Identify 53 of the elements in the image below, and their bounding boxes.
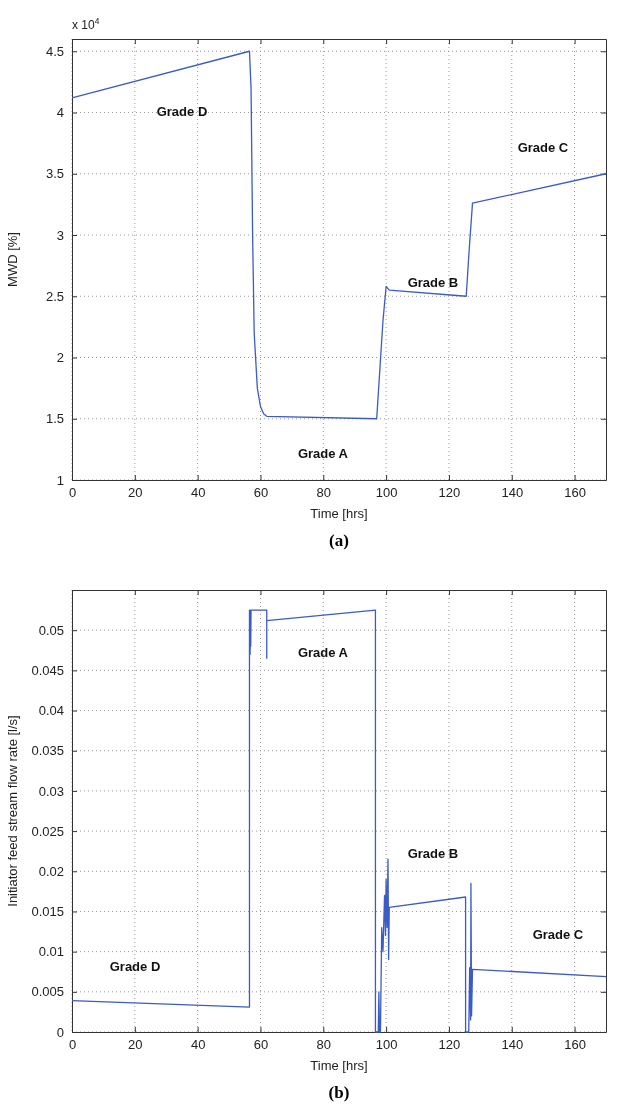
y-tick-label: 0.05 [38,622,64,638]
text: x 10$^{4}$ [72,16,100,32]
annotation: Grade D [156,104,208,120]
x-tick-label: 0 [68,485,77,501]
x-tick-label: 120 [438,1037,461,1053]
x-tick-label: 40 [190,485,206,501]
x-tick-label: 60 [253,485,269,501]
y-tick-label: 4 [56,105,64,121]
x-tick-label: 20 [128,485,143,501]
x-axis-title: Time [hrs] [310,1058,368,1073]
x-tick-label: 40 [190,1037,206,1053]
x-tick-label: 100 [375,1037,398,1053]
y-axis-title: Initiator feed stream flow rate [l/s] [5,715,21,907]
y-tick-label: 1.5 [45,411,64,427]
x-tick-label: 120 [438,485,461,501]
x-tick-label: 160 [564,485,586,501]
y-tick-label: 0.04 [38,703,64,719]
x-tick-label: 100 [375,485,398,501]
y-tick-label: 0 [56,1024,64,1040]
x-tick-label: 140 [501,1037,524,1053]
y-tick-label: 0.02 [38,863,64,879]
text: (b) [328,1083,350,1102]
annotation: Grade A [297,645,349,661]
x-tick-label: 160 [564,1037,586,1053]
y-tick-label: 0.045 [31,663,64,679]
x-tick-label: 20 [128,1037,143,1053]
y-tick-label: 0.015 [31,904,64,920]
x-tick-label: 0 [68,1037,77,1053]
annotation: Grade B [407,275,459,291]
annotation: Grade C [532,927,584,943]
y-tick-label: 0.005 [31,984,64,1000]
y-tick-label: 0.035 [31,743,64,759]
x-axis-title: Time [hrs] [310,506,368,521]
x-tick-label: 80 [316,485,332,501]
y-tick-label: 2 [56,350,64,366]
x-tick-label: 140 [501,485,524,501]
y-tick-label: 3.5 [45,166,64,182]
line-series [71,50,607,420]
y-axis-title: MWD [%] [5,232,21,287]
y-tick-label: 3 [56,227,64,243]
y-tick-label: 2.5 [45,288,64,304]
x-tick-label: 80 [316,1037,332,1053]
annotation: Grade B [407,846,459,862]
y-tick-label: 0.025 [31,823,64,839]
y-tick-label: 4.5 [45,43,64,59]
y-tick-label: 0.03 [38,783,64,799]
annotation: Grade D [109,959,161,975]
annotation: Grade A [297,446,349,462]
text: (a) [329,531,349,550]
y-tick-label: 1 [56,472,64,488]
y-tick-label: 0.01 [38,944,64,960]
x-tick-label: 60 [253,1037,269,1053]
annotation: Grade C [517,140,569,156]
